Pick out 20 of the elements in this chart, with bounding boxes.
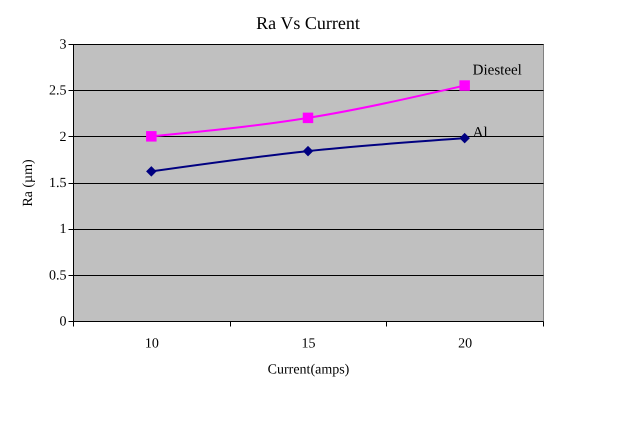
- point: [302, 112, 314, 124]
- x-tick-label: 20: [458, 336, 472, 352]
- series-label: Diesteel: [472, 62, 522, 79]
- y-tick-label: 2: [60, 130, 66, 145]
- x-tick-label: 15: [302, 336, 316, 352]
- point: [459, 132, 470, 144]
- chart-title: Ra Vs Current: [256, 13, 360, 33]
- y-tick-label: 2.5: [49, 84, 66, 99]
- point: [146, 131, 157, 142]
- point: [459, 80, 470, 91]
- y-tick-label: 3: [60, 38, 66, 52]
- point: [146, 166, 157, 177]
- y-tick-label: 1.5: [49, 176, 66, 191]
- y-tick-label: 0: [60, 314, 66, 330]
- point: [302, 146, 314, 156]
- x-axis-title: Current(amps): [268, 362, 350, 378]
- y-tick-label: 1: [60, 222, 66, 238]
- y-axis-title: Ra (µm): [21, 159, 36, 207]
- y-tick-label: 0.5: [49, 268, 66, 284]
- x-tick-label: 10: [144, 336, 159, 352]
